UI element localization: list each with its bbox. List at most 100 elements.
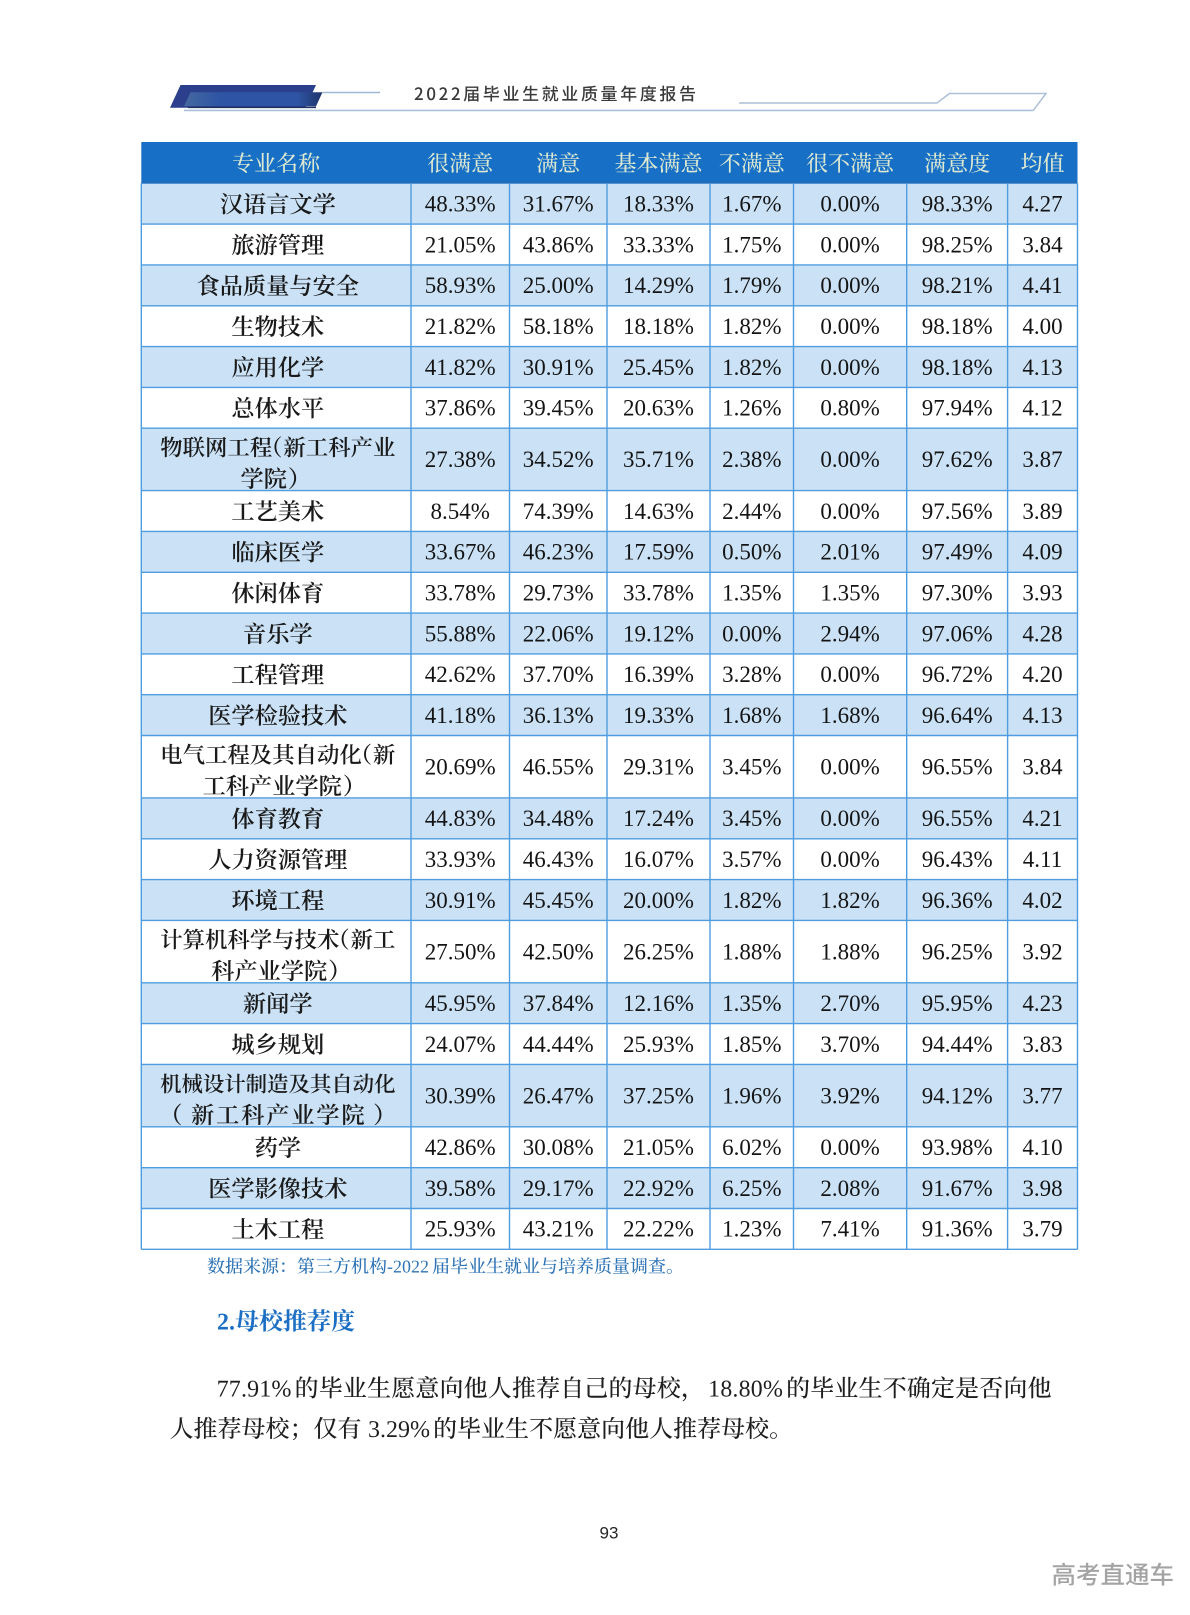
svg-text:74.39%: 74.39% bbox=[523, 499, 594, 524]
svg-text:33.78%: 33.78% bbox=[623, 581, 694, 606]
svg-text:46.43%: 46.43% bbox=[523, 847, 594, 872]
svg-text:37.70%: 37.70% bbox=[523, 662, 594, 687]
svg-text:39.45%: 39.45% bbox=[523, 396, 594, 421]
svg-text:34.48%: 34.48% bbox=[523, 806, 594, 831]
svg-text:46.23%: 46.23% bbox=[523, 540, 594, 565]
svg-text:20.00%: 20.00% bbox=[623, 888, 694, 913]
svg-text:33.93%: 33.93% bbox=[425, 847, 496, 872]
svg-text:20.69%: 20.69% bbox=[425, 755, 496, 780]
svg-text:0.00%: 0.00% bbox=[820, 847, 879, 872]
svg-text:35.71%: 35.71% bbox=[623, 447, 694, 472]
svg-text:41.82%: 41.82% bbox=[425, 355, 496, 380]
svg-text:33.67%: 33.67% bbox=[425, 540, 496, 565]
svg-text:27.50%: 27.50% bbox=[425, 939, 496, 964]
svg-text:29.73%: 29.73% bbox=[523, 581, 594, 606]
svg-text:4.13: 4.13 bbox=[1022, 703, 1062, 728]
svg-text:16.39%: 16.39% bbox=[623, 662, 694, 687]
svg-text:1.35%: 1.35% bbox=[820, 581, 879, 606]
svg-text:1.85%: 1.85% bbox=[722, 1032, 781, 1057]
svg-text:3.84: 3.84 bbox=[1022, 232, 1063, 257]
svg-text:3.45%: 3.45% bbox=[722, 806, 781, 831]
svg-text:42.50%: 42.50% bbox=[523, 939, 594, 964]
svg-text:19.12%: 19.12% bbox=[623, 621, 694, 646]
svg-text:0.00%: 0.00% bbox=[820, 499, 879, 524]
svg-text:0.00%: 0.00% bbox=[722, 621, 781, 646]
svg-text:31.67%: 31.67% bbox=[523, 192, 594, 217]
svg-text:1.82%: 1.82% bbox=[722, 314, 781, 339]
svg-text:1.67%: 1.67% bbox=[722, 192, 781, 217]
svg-text:4.13: 4.13 bbox=[1022, 355, 1062, 380]
svg-text:4.10: 4.10 bbox=[1022, 1135, 1062, 1160]
svg-text:43.21%: 43.21% bbox=[523, 1217, 594, 1242]
svg-text:0.00%: 0.00% bbox=[820, 755, 879, 780]
svg-text:1.96%: 1.96% bbox=[722, 1083, 781, 1108]
svg-text:98.18%: 98.18% bbox=[922, 314, 993, 339]
svg-text:97.56%: 97.56% bbox=[922, 499, 993, 524]
svg-text:1.88%: 1.88% bbox=[722, 939, 781, 964]
svg-text:93.98%: 93.98% bbox=[922, 1135, 993, 1160]
svg-text:3.87: 3.87 bbox=[1022, 447, 1062, 472]
svg-text:58.93%: 58.93% bbox=[425, 273, 496, 298]
svg-text:4.00: 4.00 bbox=[1022, 314, 1062, 339]
svg-text:3.70%: 3.70% bbox=[820, 1032, 879, 1057]
svg-text:0.00%: 0.00% bbox=[820, 662, 879, 687]
svg-text:4.02: 4.02 bbox=[1022, 888, 1062, 913]
svg-text:30.91%: 30.91% bbox=[425, 888, 496, 913]
svg-text:0.00%: 0.00% bbox=[820, 447, 879, 472]
svg-text:14.29%: 14.29% bbox=[623, 273, 694, 298]
svg-text:48.33%: 48.33% bbox=[425, 192, 496, 217]
svg-text:97.62%: 97.62% bbox=[922, 447, 993, 472]
svg-text:3.45%: 3.45% bbox=[722, 755, 781, 780]
svg-text:1.35%: 1.35% bbox=[722, 991, 781, 1016]
svg-text:94.12%: 94.12% bbox=[922, 1083, 993, 1108]
svg-text:58.18%: 58.18% bbox=[523, 314, 594, 339]
svg-text:96.43%: 96.43% bbox=[922, 847, 993, 872]
svg-text:4.27: 4.27 bbox=[1022, 192, 1062, 217]
svg-text:37.25%: 37.25% bbox=[623, 1083, 694, 1108]
svg-text:25.93%: 25.93% bbox=[425, 1217, 496, 1242]
svg-text:55.88%: 55.88% bbox=[425, 621, 496, 646]
svg-text:1.79%: 1.79% bbox=[722, 273, 781, 298]
svg-text:95.95%: 95.95% bbox=[922, 991, 993, 1016]
svg-text:18.33%: 18.33% bbox=[623, 192, 694, 217]
svg-text:14.63%: 14.63% bbox=[623, 499, 694, 524]
svg-text:21.05%: 21.05% bbox=[623, 1135, 694, 1160]
svg-text:44.44%: 44.44% bbox=[523, 1032, 594, 1057]
svg-text:8.54%: 8.54% bbox=[430, 499, 489, 524]
svg-text:25.93%: 25.93% bbox=[623, 1032, 694, 1057]
svg-text:12.16%: 12.16% bbox=[623, 991, 694, 1016]
svg-text:3.98: 3.98 bbox=[1022, 1176, 1062, 1201]
svg-text:4.09: 4.09 bbox=[1022, 540, 1062, 565]
svg-text:96.55%: 96.55% bbox=[922, 755, 993, 780]
svg-text:33.78%: 33.78% bbox=[425, 581, 496, 606]
svg-text:0.00%: 0.00% bbox=[820, 232, 879, 257]
svg-text:1.82%: 1.82% bbox=[722, 888, 781, 913]
svg-text:25.45%: 25.45% bbox=[623, 355, 694, 380]
svg-text:4.23: 4.23 bbox=[1022, 991, 1062, 1016]
svg-text:6.25%: 6.25% bbox=[722, 1176, 781, 1201]
svg-text:3.77: 3.77 bbox=[1022, 1083, 1062, 1108]
svg-text:30.39%: 30.39% bbox=[425, 1083, 496, 1108]
svg-text:0.50%: 0.50% bbox=[722, 540, 781, 565]
svg-text:20.63%: 20.63% bbox=[623, 396, 694, 421]
svg-text:1.82%: 1.82% bbox=[722, 355, 781, 380]
svg-text:98.25%: 98.25% bbox=[922, 232, 993, 257]
svg-text:21.05%: 21.05% bbox=[425, 232, 496, 257]
svg-text:1.26%: 1.26% bbox=[722, 396, 781, 421]
svg-text:1.68%: 1.68% bbox=[820, 703, 879, 728]
svg-text:96.25%: 96.25% bbox=[922, 939, 993, 964]
svg-text:0.00%: 0.00% bbox=[820, 273, 879, 298]
svg-text:4.21: 4.21 bbox=[1022, 806, 1062, 831]
svg-text:97.94%: 97.94% bbox=[922, 396, 993, 421]
svg-text:22.22%: 22.22% bbox=[623, 1217, 694, 1242]
svg-text:39.58%: 39.58% bbox=[425, 1176, 496, 1201]
svg-text:29.17%: 29.17% bbox=[523, 1176, 594, 1201]
svg-text:3.79: 3.79 bbox=[1022, 1217, 1062, 1242]
svg-text:97.49%: 97.49% bbox=[922, 540, 993, 565]
svg-text:30.91%: 30.91% bbox=[523, 355, 594, 380]
svg-text:1.35%: 1.35% bbox=[722, 581, 781, 606]
svg-text:2.94%: 2.94% bbox=[820, 621, 879, 646]
svg-text:36.13%: 36.13% bbox=[523, 703, 594, 728]
svg-text:1.68%: 1.68% bbox=[722, 703, 781, 728]
svg-text:44.83%: 44.83% bbox=[425, 806, 496, 831]
